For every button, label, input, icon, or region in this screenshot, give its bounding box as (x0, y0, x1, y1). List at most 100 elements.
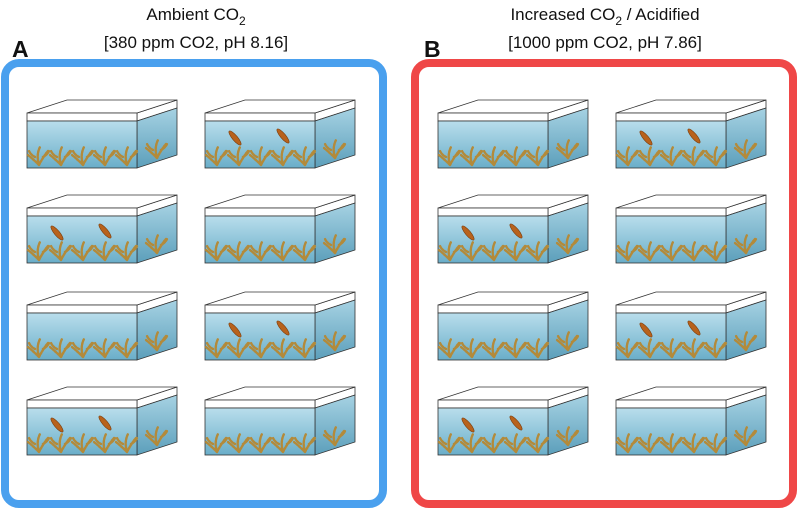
tank (615, 99, 767, 169)
pteropod (461, 225, 475, 241)
pteropod (461, 417, 475, 433)
tank-front-empty (204, 207, 316, 217)
tank-front-empty (615, 304, 727, 314)
seaweed (26, 337, 51, 359)
seaweed (637, 337, 662, 359)
seaweed (703, 145, 728, 167)
seaweed (26, 145, 51, 167)
seaweed (481, 432, 506, 454)
pteropod (687, 320, 701, 336)
seaweed (459, 145, 484, 167)
seaweed (733, 425, 758, 447)
seaweed (114, 432, 139, 454)
seaweed (525, 240, 550, 262)
tank (26, 99, 178, 169)
seaweed (270, 145, 295, 167)
seaweed (659, 432, 684, 454)
seaweed (92, 240, 117, 262)
seaweed (204, 145, 229, 167)
seaweed (681, 145, 706, 167)
seaweed (226, 432, 251, 454)
pteropod (228, 322, 242, 338)
tank (26, 291, 178, 361)
tank-front-empty (615, 207, 727, 217)
seaweed (270, 432, 295, 454)
title-part: / Acidified (622, 5, 700, 24)
seaweed (226, 337, 251, 359)
pteropod (50, 225, 64, 241)
tank (615, 386, 767, 456)
seaweed (437, 337, 462, 359)
tank-front-empty (437, 112, 549, 122)
seaweed (637, 145, 662, 167)
seaweed (481, 145, 506, 167)
tank (204, 291, 356, 361)
seaweed (322, 138, 347, 160)
seaweed (525, 145, 550, 167)
seaweed (292, 432, 317, 454)
seaweed (26, 240, 51, 262)
seaweed (503, 240, 528, 262)
seaweed (615, 337, 640, 359)
tank (437, 99, 589, 169)
seaweed (114, 337, 139, 359)
seaweed (525, 432, 550, 454)
seaweed (322, 330, 347, 352)
seaweed (248, 337, 273, 359)
panel-title: Ambient CO2 (146, 5, 246, 28)
pteropod (228, 130, 242, 146)
seaweed (481, 337, 506, 359)
pteropod (50, 417, 64, 433)
seaweed (459, 337, 484, 359)
pteropod (687, 128, 701, 144)
tank-front-empty (615, 112, 727, 122)
seaweed (48, 240, 73, 262)
seaweed (322, 425, 347, 447)
seaweed (733, 138, 758, 160)
tank-front-empty (437, 207, 549, 217)
seaweed (437, 145, 462, 167)
pteropod (276, 128, 290, 144)
tank-front-empty (204, 399, 316, 409)
seaweed (144, 425, 169, 447)
seaweed (48, 145, 73, 167)
seaweed (555, 233, 580, 255)
tank-front-empty (615, 399, 727, 409)
seaweed (92, 432, 117, 454)
seaweed (459, 240, 484, 262)
seaweed (481, 240, 506, 262)
seaweed (48, 432, 73, 454)
seaweed (70, 240, 95, 262)
seaweed (226, 240, 251, 262)
title-sub: 2 (239, 14, 246, 28)
pteropod (509, 415, 523, 431)
seaweed (703, 337, 728, 359)
pteropod (639, 130, 653, 146)
seaweed (659, 240, 684, 262)
tank (26, 194, 178, 264)
seaweed (114, 240, 139, 262)
seaweed (92, 145, 117, 167)
seaweed (204, 240, 229, 262)
pteropod (98, 223, 112, 239)
seaweed (703, 432, 728, 454)
seaweed (322, 233, 347, 255)
panel-letter: B (424, 36, 441, 62)
tanks (26, 99, 767, 456)
seaweed (503, 432, 528, 454)
seaweed (703, 240, 728, 262)
seaweed (615, 432, 640, 454)
seaweed (681, 432, 706, 454)
seaweed (92, 337, 117, 359)
tank-front-empty (437, 304, 549, 314)
seaweed (459, 432, 484, 454)
seaweed (437, 240, 462, 262)
seaweed (681, 337, 706, 359)
pteropod (639, 322, 653, 338)
seaweed (144, 330, 169, 352)
seaweed (226, 145, 251, 167)
seaweed (248, 432, 273, 454)
seaweed (48, 337, 73, 359)
tank (437, 291, 589, 361)
